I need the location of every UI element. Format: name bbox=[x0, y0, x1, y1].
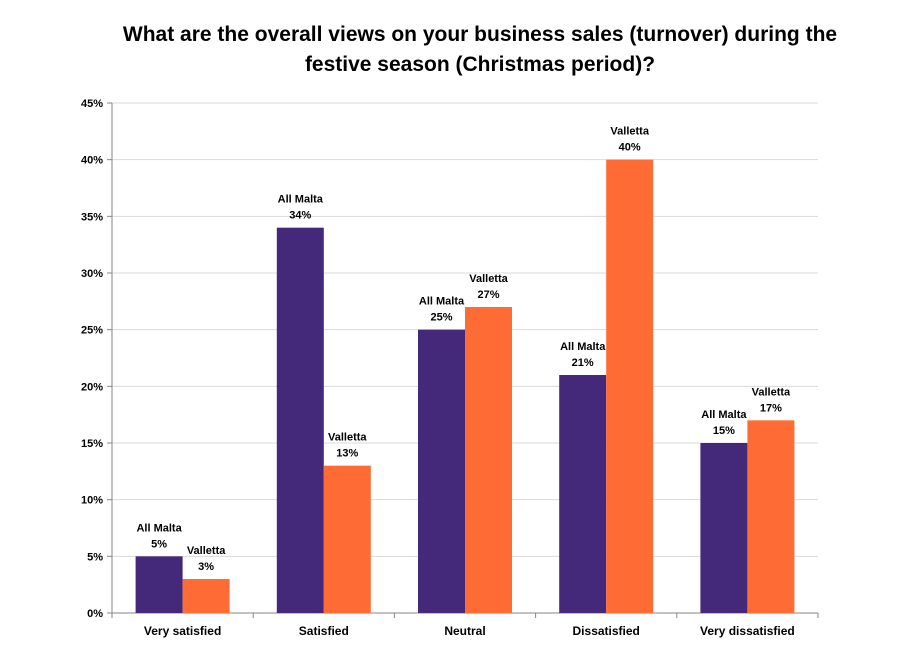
data-label-value: 15% bbox=[713, 425, 735, 437]
y-tick-label: 45% bbox=[81, 98, 103, 110]
data-label-series-name: Valletta bbox=[469, 273, 508, 285]
chart-title-line-1: What are the overall views on your busin… bbox=[122, 23, 838, 46]
data-label-series-name: Valletta bbox=[328, 432, 367, 444]
x-category-label: Very dissatisfied bbox=[700, 624, 795, 638]
y-tick-label: 30% bbox=[81, 268, 103, 280]
y-tick-label: 25% bbox=[81, 325, 103, 337]
bar-all-malta bbox=[276, 227, 324, 613]
y-tick-label: 0% bbox=[87, 608, 103, 620]
bar-valletta bbox=[465, 307, 512, 613]
data-label-series-name: All Malta bbox=[419, 296, 465, 308]
data-label-series-name: Valletta bbox=[610, 126, 649, 138]
bar-valletta bbox=[747, 420, 795, 613]
x-category-label: Satisfied bbox=[299, 624, 349, 638]
data-label-value: 3% bbox=[198, 561, 214, 573]
data-label-series-name: All Malta bbox=[278, 194, 324, 206]
bar-valletta bbox=[606, 159, 654, 613]
bar-valletta bbox=[182, 579, 230, 613]
y-tick-label: 40% bbox=[81, 155, 103, 167]
bar-all-malta bbox=[135, 556, 183, 613]
chart-title: What are the overall views on your busin… bbox=[60, 20, 900, 80]
bar-all-malta bbox=[700, 443, 748, 613]
x-category-label: Neutral bbox=[444, 624, 485, 638]
data-label-value: 25% bbox=[430, 312, 452, 324]
y-tick-label: 35% bbox=[81, 211, 103, 223]
data-label-series-name: All Malta bbox=[560, 341, 606, 353]
data-label-series-name: Valletta bbox=[752, 386, 791, 398]
data-label-value: 17% bbox=[760, 402, 782, 414]
y-tick-label: 20% bbox=[81, 381, 103, 393]
x-category-label: Dissatisfied bbox=[573, 624, 640, 638]
y-tick-label: 5% bbox=[87, 551, 103, 563]
y-tick-label: 10% bbox=[81, 495, 103, 507]
data-label-value: 34% bbox=[289, 210, 311, 222]
data-label-value: 13% bbox=[336, 448, 358, 460]
data-label-series-name: Valletta bbox=[187, 545, 226, 557]
x-category-label: Very satisfied bbox=[144, 624, 221, 638]
bar-valletta bbox=[323, 465, 371, 613]
data-label-value: 5% bbox=[151, 538, 167, 550]
data-label-series-name: All Malta bbox=[701, 409, 747, 421]
data-label-value: 27% bbox=[477, 289, 499, 301]
bar-all-malta bbox=[559, 375, 607, 613]
chart-title-line-2: festive season (Christmas period)? bbox=[304, 53, 656, 76]
data-label-value: 40% bbox=[619, 142, 641, 154]
y-tick-label: 15% bbox=[81, 438, 103, 450]
bar-all-malta bbox=[418, 329, 465, 613]
data-label-value: 21% bbox=[572, 357, 594, 369]
data-label-series-name: All Malta bbox=[136, 522, 182, 534]
